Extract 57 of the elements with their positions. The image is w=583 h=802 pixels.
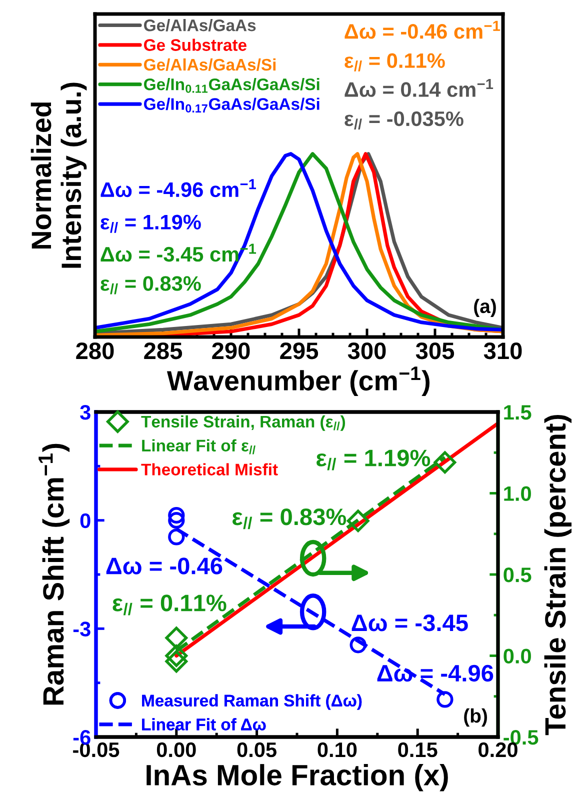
point (165, 644, 188, 667)
legend-label: Measured Raman Shift (Δω) (142, 694, 362, 710)
legend-label: Linear Fit of Δω (142, 718, 266, 730)
y-tick-label: -3 (73, 622, 90, 636)
annotation: (a) (474, 298, 496, 317)
legend-label: Ge/AlAs/GaAs (144, 19, 256, 32)
point (165, 650, 188, 673)
x-tick-label: 300 (348, 342, 386, 360)
point (436, 691, 454, 708)
x-tick-label: 305 (416, 342, 454, 360)
y-tick-label: 3 (80, 405, 90, 420)
legend-label: Ge Substrate (144, 38, 246, 51)
x-tick-label: 310 (484, 342, 522, 360)
annotation: ε$_{//}$ = 0.83% (232, 508, 346, 530)
x-tick-label: 290 (212, 342, 250, 360)
point (165, 626, 188, 650)
legend-label: Theoretical Misfit (141, 463, 278, 476)
legend-label: Linear Fit of ε$_{//}$ (142, 439, 256, 454)
x-axis-title: Wavenumber (cm$^{−1}$) (166, 366, 430, 396)
x-tick-label: 0.00 (156, 742, 196, 758)
annotation: ε$_{//}$ = 0.83% (100, 276, 201, 294)
legend-label: Ge/In$_{0.17}$GaAs/GaAs/Si (144, 98, 320, 113)
text: ε$_{//}$ = 0.11% (344, 53, 445, 72)
text: Δω = -0.46 cm$^{−1}$ (344, 20, 500, 39)
x-tick-label: 285 (144, 342, 182, 360)
x-tick-label: 295 (280, 342, 318, 360)
annotation: (b) (464, 708, 487, 727)
legend-label: Tensile Strain, Raman (ε$_{//}$) (141, 415, 346, 431)
legend-label: Ge/AlAs/GaAs/Si (144, 58, 276, 71)
annotation: ε$_{//}$ = 1.19% (316, 450, 430, 470)
point (168, 512, 185, 529)
x-tick-label: 0.05 (237, 742, 276, 758)
y2-tick-label: 1.0 (504, 486, 531, 502)
point (168, 506, 185, 524)
x-tick-label: 0.10 (318, 742, 357, 758)
legend-label: Ge/In$_{0.11}$GaAs/GaAs/Si (144, 78, 320, 93)
y2-axis-title: Tensile Strain (percent) (544, 414, 572, 736)
annotation: Δω = -3.45 (352, 614, 468, 632)
text: Δω = 0.14 cm$^{−1}$ (344, 78, 494, 97)
x-axis-title: InAs Mole Fraction (x) (146, 764, 448, 792)
point (346, 510, 370, 532)
point (168, 528, 185, 546)
point (350, 636, 366, 654)
annotation: Δω = -4.96 cm$^{−1}$ (100, 179, 256, 198)
annotation: Δω = -0.46 (106, 558, 222, 574)
y-axis-title: Normalized Intensity (a.u.) (30, 82, 87, 268)
y-tick-label: 0 (80, 513, 90, 528)
y2-tick-label: 1.5 (504, 405, 532, 420)
text: ε$_{//}$ = -0.035% (344, 111, 464, 130)
x-tick-label: 280 (76, 342, 114, 360)
y2-tick-label: 0.5 (504, 568, 532, 582)
y2-tick-label: 0.0 (504, 648, 531, 664)
y-axis-title: Raman Shift (cm$^{−1}$) (38, 444, 70, 705)
x-tick-label: 0.15 (398, 742, 438, 758)
annotation: ε$_{//}$ = 0.11% (112, 594, 226, 616)
annotation: ε$_{//}$ = 1.19% (100, 214, 201, 233)
point (434, 451, 456, 474)
